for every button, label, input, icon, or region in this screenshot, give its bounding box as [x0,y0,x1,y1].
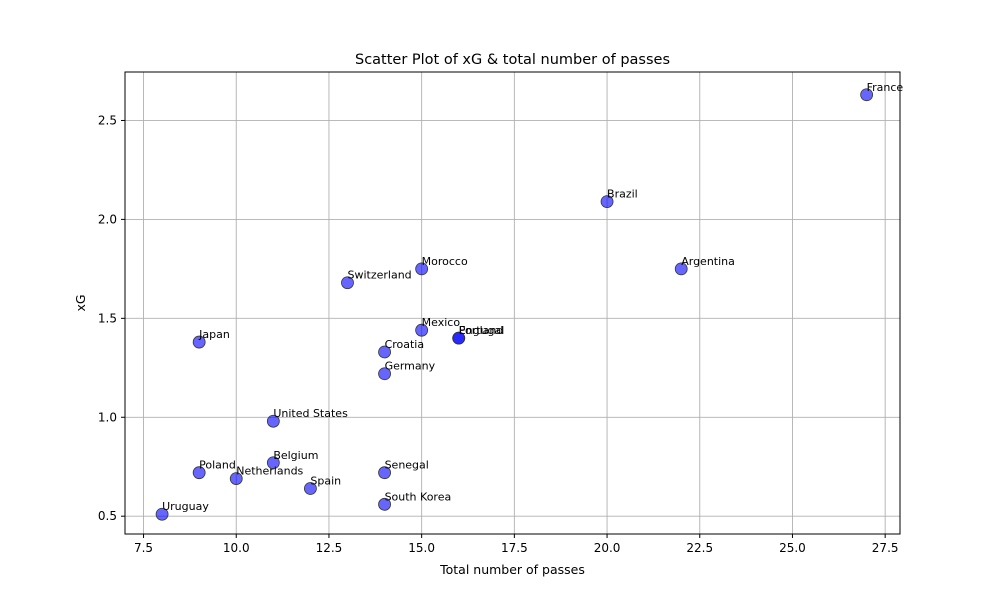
plot-frame [124,71,901,535]
scatter-point [266,456,280,470]
chart-title: Scatter Plot of xG & total number of pas… [355,52,670,68]
scatter-point [674,262,688,276]
point-label: Portugal [459,324,505,337]
point-label: Netherlands [236,465,303,478]
scatter-point [378,345,391,359]
x-tick-label: 22.5 [686,541,713,555]
point-label: United States [273,407,348,420]
scatter-point [378,497,391,511]
scatter-point [600,195,614,208]
y-axis-ticks: 0.5 1.0 1.5 2.0 2.5 [98,113,125,523]
scatter-point [192,466,206,480]
scatter-point [378,367,391,381]
point-label: Belgium [273,449,318,462]
y-tick-label: 2.0 [98,212,117,226]
point-label: Senegal [385,459,429,472]
scatter-point [229,472,243,485]
x-tick-label: 25.0 [779,541,806,555]
x-axis-label: Total number of passes [439,562,585,577]
scatter-point [378,466,391,480]
point-label: Brazil [607,188,638,201]
point-label: Germany [385,360,436,373]
data-points [155,88,874,521]
point-label: Spain [310,474,341,487]
point-label: France [867,81,904,94]
point-label: England [459,324,504,337]
scatter-point [415,323,429,337]
x-tick-label: 15.0 [408,541,435,555]
point-label: Morocco [422,255,468,268]
point-label: Switzerland [347,269,411,282]
y-tick-label: 1.5 [98,311,117,325]
scatter-point [192,335,206,349]
point-labels: France Brazil Morocco Argentina Switzerland M… [162,81,903,513]
x-tick-label: 10.0 [223,541,250,555]
scatter-point [266,414,280,428]
y-tick-label: 0.5 [98,509,117,523]
point-label: Mexico [422,316,461,329]
x-tick-label: 17.5 [501,541,528,555]
x-tick-label: 12.5 [316,541,343,555]
y-axis-label: xG [73,294,88,311]
y-tick-label: 1.0 [98,410,117,424]
y-tick-label: 2.5 [98,113,117,127]
scatter-point [304,482,317,495]
point-label: Croatia [385,338,425,351]
x-tick-label: 20.0 [594,541,621,555]
point-label: South Korea [385,490,452,503]
point-label: Japan [198,328,230,341]
scatter-point [452,331,466,345]
grid-lines [125,72,900,534]
point-label: Poland [199,459,236,472]
point-label: Argentina [681,255,735,268]
point-label: Uruguay [162,500,209,513]
scatter-point [415,262,429,276]
scatter-point [341,276,354,290]
scatter-point [860,88,874,102]
x-tick-label: 7.5 [134,541,153,555]
x-axis-ticks: 7.5 10.0 12.5 15.0 17.5 20.0 22.5 25.0 27.5 [134,534,899,555]
scatter-point [155,507,169,521]
x-tick-label: 27.5 [872,541,899,555]
